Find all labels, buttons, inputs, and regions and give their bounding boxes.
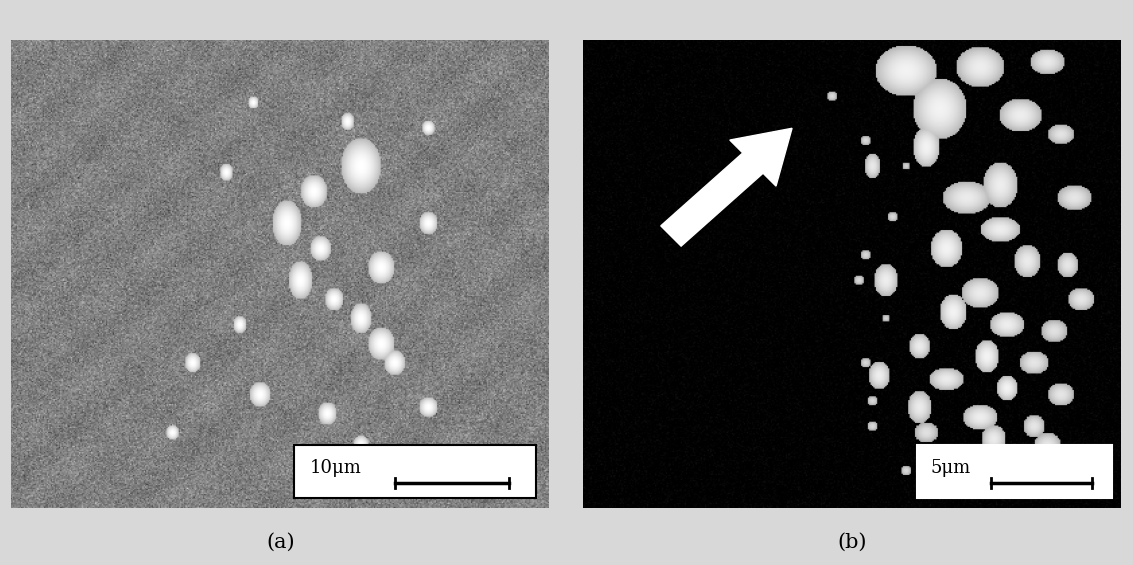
Text: 5μm: 5μm	[930, 459, 971, 477]
Bar	[293, 445, 536, 498]
Bar	[918, 445, 1113, 498]
Text: Al₃Ti: Al₃Ti	[621, 177, 665, 195]
Text: (b): (b)	[837, 533, 868, 552]
Text: 10μm: 10μm	[310, 459, 361, 477]
FancyArrow shape	[661, 128, 792, 246]
Text: (a): (a)	[266, 533, 295, 552]
